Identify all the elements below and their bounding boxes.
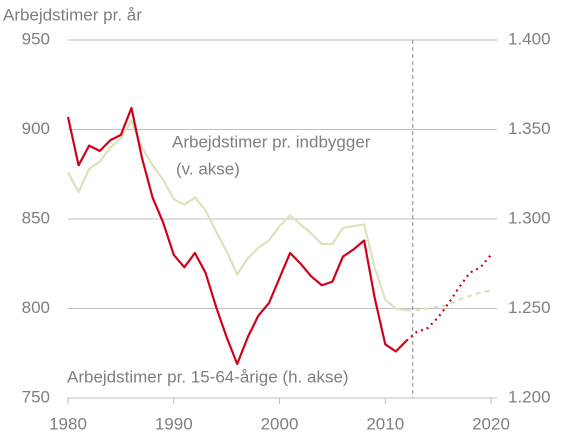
x-tick-label: 1990	[155, 414, 193, 433]
x-tick-label: 2000	[261, 414, 299, 433]
y-tick-label: 800	[22, 298, 50, 317]
y-tick-label: 750	[22, 387, 50, 406]
y-tick-label: 850	[22, 208, 50, 227]
annotation: (v. akse)	[176, 159, 240, 178]
y2-tick-label: 1.300	[508, 208, 551, 227]
x-tick-label: 2020	[472, 414, 510, 433]
series-line	[406, 289, 492, 312]
y-tick-label: 950	[22, 29, 50, 48]
annotation: Arbejdstimer pr. indbygger	[172, 132, 371, 151]
chart-title: Arbejdstimer pr. år	[3, 5, 142, 24]
y2-tick-label: 1.350	[508, 119, 551, 138]
y2-tick-label: 1.400	[508, 29, 551, 48]
series-line	[405, 254, 492, 342]
y2-tick-label: 1.200	[508, 387, 551, 406]
series-line	[67, 119, 407, 312]
y-tick-label: 900	[22, 119, 50, 138]
x-tick-label: 1980	[49, 414, 87, 433]
series-line	[66, 106, 408, 366]
annotation: Arbejdstimer pr. 15-64-årige (h. akse)	[67, 367, 349, 386]
x-tick-label: 2010	[366, 414, 404, 433]
y2-tick-label: 1.250	[508, 298, 551, 317]
